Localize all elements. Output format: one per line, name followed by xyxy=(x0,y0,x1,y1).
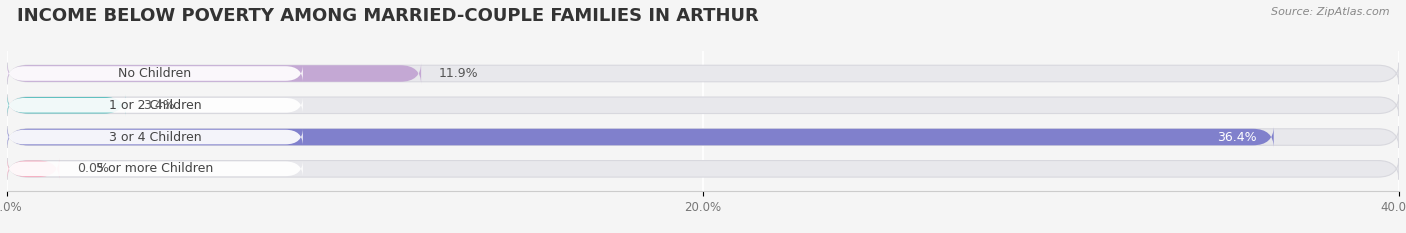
Text: 11.9%: 11.9% xyxy=(439,67,478,80)
Text: 3 or 4 Children: 3 or 4 Children xyxy=(108,130,201,144)
FancyBboxPatch shape xyxy=(7,94,1399,116)
Text: 5 or more Children: 5 or more Children xyxy=(96,162,214,175)
FancyBboxPatch shape xyxy=(7,63,422,84)
Text: 0.0%: 0.0% xyxy=(77,162,108,175)
FancyBboxPatch shape xyxy=(7,65,302,82)
FancyBboxPatch shape xyxy=(7,158,1399,180)
Text: Source: ZipAtlas.com: Source: ZipAtlas.com xyxy=(1271,7,1389,17)
FancyBboxPatch shape xyxy=(7,97,302,114)
FancyBboxPatch shape xyxy=(7,158,59,180)
FancyBboxPatch shape xyxy=(7,128,302,146)
FancyBboxPatch shape xyxy=(7,63,1399,84)
Text: 1 or 2 Children: 1 or 2 Children xyxy=(108,99,201,112)
Text: No Children: No Children xyxy=(118,67,191,80)
FancyBboxPatch shape xyxy=(7,94,125,116)
Text: 36.4%: 36.4% xyxy=(1216,130,1257,144)
Text: INCOME BELOW POVERTY AMONG MARRIED-COUPLE FAMILIES IN ARTHUR: INCOME BELOW POVERTY AMONG MARRIED-COUPL… xyxy=(17,7,759,25)
FancyBboxPatch shape xyxy=(7,126,1399,148)
FancyBboxPatch shape xyxy=(7,126,1274,148)
Text: 3.4%: 3.4% xyxy=(143,99,174,112)
FancyBboxPatch shape xyxy=(7,160,302,177)
